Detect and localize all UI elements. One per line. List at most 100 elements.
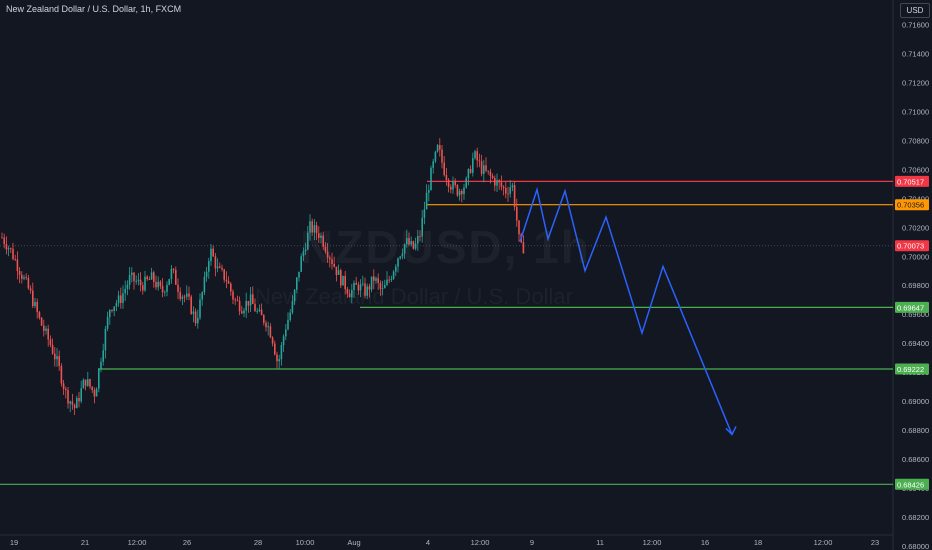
candle-body bbox=[309, 221, 311, 233]
watermark-name: New Zealand Dollar / U.S. Dollar bbox=[255, 284, 573, 309]
candle-body bbox=[221, 267, 223, 270]
candle-body bbox=[139, 279, 142, 286]
y-tick-label: 0.68200 bbox=[902, 513, 929, 522]
level-label-bg bbox=[895, 199, 929, 211]
candle-body bbox=[463, 187, 465, 195]
x-tick-label: 21 bbox=[81, 538, 89, 547]
level-label: 0.70356 bbox=[897, 201, 924, 210]
x-tick-label: 9 bbox=[530, 538, 534, 547]
candle-body bbox=[293, 289, 296, 302]
candle-body bbox=[60, 366, 63, 384]
candle-body bbox=[188, 293, 190, 297]
candle-body bbox=[150, 272, 153, 280]
candle-body bbox=[331, 259, 333, 265]
candle-body bbox=[364, 283, 366, 296]
candle-body bbox=[260, 309, 263, 316]
y-tick-label: 0.70200 bbox=[902, 223, 929, 232]
candle-body bbox=[496, 180, 498, 186]
candle-body bbox=[3, 237, 5, 244]
candle-body bbox=[452, 181, 454, 190]
candle-body bbox=[322, 235, 324, 247]
candle-body bbox=[395, 266, 397, 272]
candle-body bbox=[177, 284, 179, 292]
candle-body bbox=[1, 237, 3, 239]
candle-body bbox=[227, 281, 230, 284]
candle-body bbox=[120, 295, 122, 303]
candle-body bbox=[505, 188, 507, 194]
candle-body bbox=[254, 303, 256, 312]
candle-body bbox=[456, 185, 459, 196]
candle-body bbox=[95, 388, 98, 397]
x-tick-label: 19 bbox=[10, 538, 18, 547]
candle-body bbox=[500, 182, 503, 187]
candle-body bbox=[287, 319, 289, 330]
candle-body bbox=[148, 279, 151, 280]
candle-body bbox=[522, 242, 525, 254]
x-tick-label: 12:00 bbox=[643, 538, 662, 547]
candle-body bbox=[252, 294, 254, 304]
x-tick-label: 12:00 bbox=[128, 538, 147, 547]
candle-body bbox=[423, 209, 426, 218]
candle-body bbox=[51, 344, 54, 354]
candle-body bbox=[245, 300, 247, 311]
candle-body bbox=[359, 284, 362, 291]
candle-body bbox=[82, 379, 85, 389]
candle-body bbox=[513, 185, 516, 207]
candle-body bbox=[115, 303, 118, 307]
candle-body bbox=[307, 232, 309, 250]
candle-body bbox=[25, 277, 27, 279]
candle-body bbox=[417, 236, 419, 244]
candle-body bbox=[146, 276, 148, 280]
candle-body bbox=[320, 235, 322, 238]
candle-body bbox=[7, 248, 10, 250]
candle-body bbox=[447, 179, 450, 187]
level-label: 0.68426 bbox=[897, 480, 924, 489]
candle-body bbox=[313, 225, 316, 233]
candle-body bbox=[236, 299, 239, 301]
candle-body bbox=[168, 279, 170, 285]
x-tick-label: 11 bbox=[596, 538, 604, 547]
candle-body bbox=[518, 220, 520, 235]
candle-body bbox=[467, 168, 470, 179]
candle-body bbox=[476, 151, 478, 161]
candle-body bbox=[157, 281, 159, 288]
y-tick-label: 0.69600 bbox=[902, 310, 929, 319]
y-tick-label: 0.70000 bbox=[902, 252, 929, 261]
candle-body bbox=[265, 322, 267, 328]
candle-body bbox=[126, 284, 129, 289]
candle-body bbox=[128, 275, 131, 285]
candle-body bbox=[98, 368, 100, 389]
candle-body bbox=[296, 277, 298, 290]
candle-body bbox=[5, 243, 8, 250]
candle-body bbox=[351, 290, 353, 298]
x-tick-label: 23 bbox=[871, 538, 879, 547]
candle-body bbox=[344, 275, 346, 290]
candle-body bbox=[223, 269, 225, 280]
last-price-label-bg bbox=[895, 240, 929, 252]
candle-body bbox=[428, 190, 430, 193]
candle-body bbox=[509, 187, 511, 194]
y-tick-label: 0.71000 bbox=[902, 107, 929, 116]
candle-body bbox=[421, 217, 423, 237]
candle-body bbox=[274, 343, 276, 355]
candle-body bbox=[219, 266, 221, 268]
y-tick-label: 0.69400 bbox=[902, 339, 929, 348]
x-tick-label: 28 bbox=[254, 538, 262, 547]
candle-body bbox=[414, 243, 417, 249]
candle-body bbox=[89, 379, 91, 387]
candle-body bbox=[432, 161, 434, 168]
candle-body bbox=[65, 388, 67, 391]
candle-body bbox=[212, 248, 214, 257]
candle-body bbox=[18, 270, 21, 275]
candle-body bbox=[45, 328, 47, 331]
candle-body bbox=[271, 337, 274, 344]
candle-body bbox=[117, 295, 120, 304]
candle-body bbox=[100, 361, 102, 369]
candle-body bbox=[164, 291, 166, 293]
candle-body bbox=[76, 397, 78, 409]
candle-body bbox=[443, 162, 445, 176]
candle-body bbox=[243, 310, 245, 314]
candle-body bbox=[210, 248, 212, 262]
currency-unit-button[interactable]: USD bbox=[900, 3, 930, 18]
